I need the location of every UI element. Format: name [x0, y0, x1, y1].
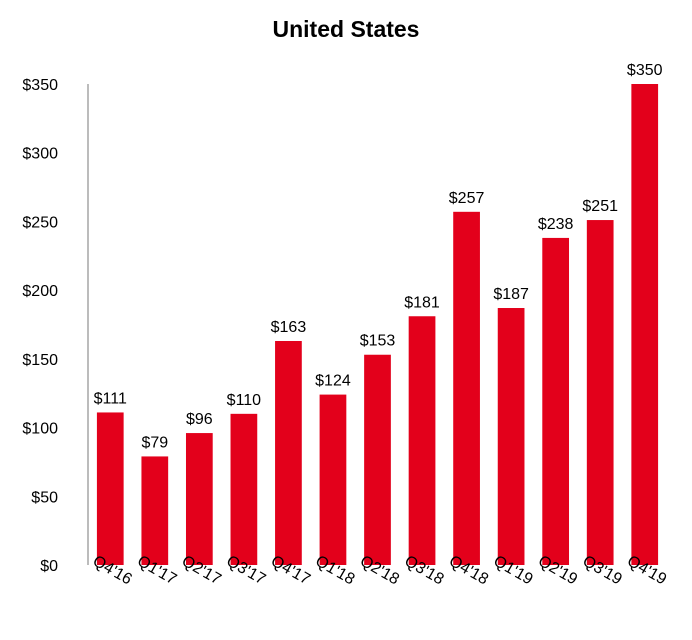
data-label: $251: [582, 198, 618, 215]
y-tick-label: $200: [22, 283, 58, 300]
y-tick-label: $0: [40, 558, 58, 575]
bar: [141, 456, 169, 565]
data-label: $187: [493, 286, 529, 303]
bar: [408, 316, 436, 565]
bar: [453, 211, 480, 565]
data-label: $111: [94, 390, 127, 407]
bar: [364, 354, 391, 565]
bar: [542, 237, 570, 566]
data-label: $257: [449, 190, 485, 207]
bars: [96, 84, 659, 566]
bar: [497, 308, 525, 565]
bar: [631, 84, 659, 565]
bar: [230, 413, 258, 565]
y-tick-label: $50: [31, 489, 58, 506]
data-labels: $111 $79 $96 $110 $163 $124 $153 $181 $257 $187 $2…: [94, 62, 663, 451]
bar: [96, 412, 124, 565]
bar: [185, 433, 213, 565]
y-tick-label: $350: [22, 77, 58, 94]
bar: [275, 340, 302, 565]
y-tick-label: $300: [22, 146, 58, 163]
data-label: $79: [141, 434, 168, 451]
y-tick-label: $250: [22, 214, 58, 231]
y-axis: $0 $50 $100 $150 $200 $250 $300 $350: [22, 77, 89, 575]
chart-title: United States: [272, 16, 420, 42]
data-label: $153: [360, 333, 396, 350]
bar: [319, 394, 347, 565]
y-tick-label: $100: [22, 421, 58, 438]
data-label: $163: [271, 319, 307, 336]
data-label: $110: [227, 392, 262, 409]
data-label: $350: [627, 62, 663, 79]
bar: [586, 220, 614, 565]
data-label: $96: [186, 411, 213, 428]
data-label: $124: [315, 373, 351, 390]
data-label: $238: [538, 216, 574, 233]
y-tick-label: $150: [22, 352, 58, 369]
data-label: $181: [404, 294, 440, 311]
